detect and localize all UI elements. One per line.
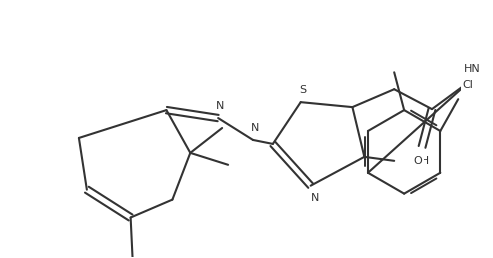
Text: O: O bbox=[414, 156, 423, 166]
Text: OH: OH bbox=[412, 156, 429, 166]
Text: Cl: Cl bbox=[462, 80, 473, 90]
Text: HN: HN bbox=[463, 64, 480, 74]
Text: N: N bbox=[311, 193, 319, 203]
Text: N: N bbox=[216, 101, 224, 111]
Text: N: N bbox=[251, 123, 259, 133]
Text: S: S bbox=[299, 85, 306, 95]
